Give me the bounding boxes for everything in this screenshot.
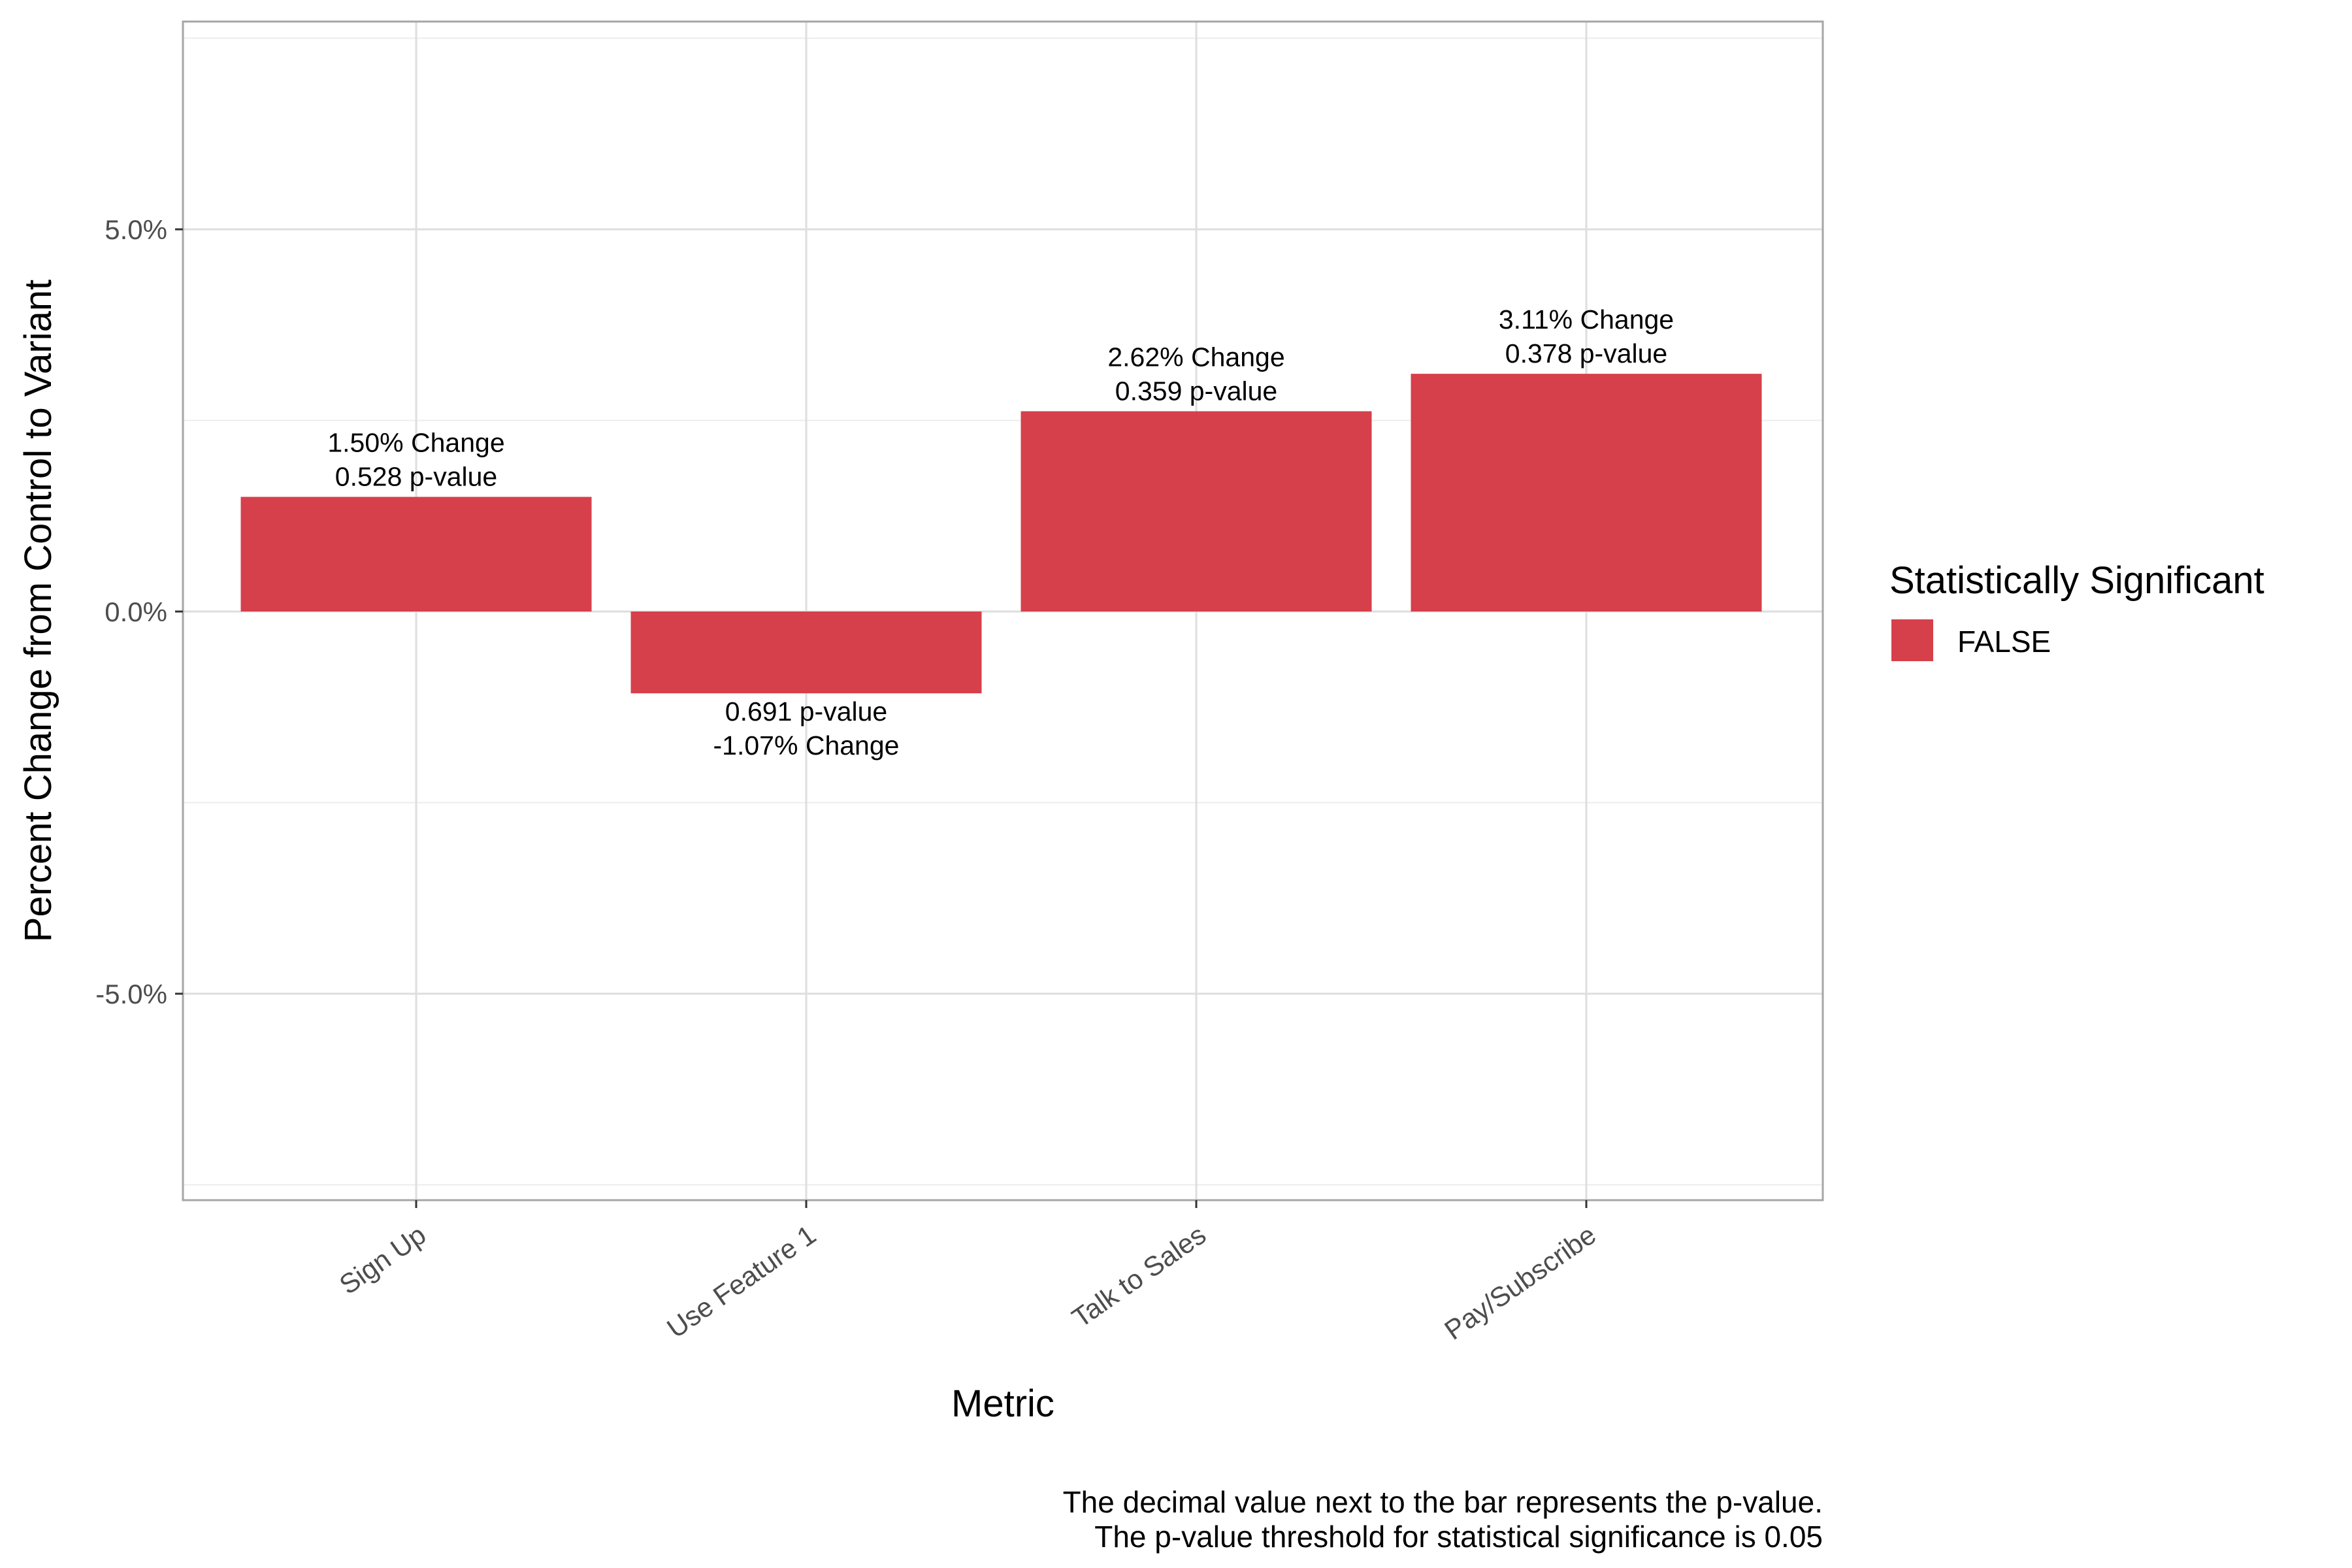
y-axis-title: Percent Change from Control to Variant bbox=[17, 280, 59, 942]
x-tick-label: Talk to Sales bbox=[1066, 1219, 1211, 1333]
x-tick-label: Use Feature 1 bbox=[661, 1219, 821, 1344]
bar-labels: 1.50% Change 0.528 p-value 0.691 p-value-1… bbox=[327, 304, 1674, 760]
legend-label: FALSE bbox=[1957, 625, 2051, 659]
y-tick-label: 0.0% bbox=[105, 596, 167, 627]
legend: Statistically Significant FALSE bbox=[1889, 559, 2264, 661]
legend-swatch bbox=[1891, 619, 1933, 661]
x-axis: Sign Up Use Feature 1 Talk to Sales Pay/Sub… bbox=[334, 1200, 1601, 1346]
bar bbox=[1021, 411, 1372, 612]
x-axis-title: Metric bbox=[951, 1382, 1054, 1425]
caption: The decimal value next to the bar repres… bbox=[1063, 1485, 1823, 1554]
bar-label-line: 0.378 p-value bbox=[1505, 338, 1667, 368]
caption-line-1: The decimal value next to the bar repres… bbox=[1063, 1485, 1823, 1519]
bar-label-line: 0.528 p-value bbox=[335, 462, 497, 492]
bar-label-line: 1.50% Change bbox=[327, 428, 504, 458]
bar-label-line: -1.07% Change bbox=[713, 730, 900, 760]
bar-label-line: 3.11% Change bbox=[1499, 304, 1674, 335]
caption-line-2: The p-value threshold for statistical si… bbox=[1094, 1520, 1823, 1554]
legend-title: Statistically Significant bbox=[1889, 559, 2264, 602]
x-tick-label: Sign Up bbox=[334, 1219, 431, 1300]
bar bbox=[240, 497, 592, 612]
bar bbox=[1411, 374, 1762, 612]
bar-label-line: 2.62% Change bbox=[1107, 342, 1284, 372]
y-axis: -5.0% 0.0% 5.0% bbox=[95, 214, 183, 1009]
x-tick-label: Pay/Subscribe bbox=[1439, 1219, 1601, 1346]
y-tick-label: -5.0% bbox=[95, 979, 167, 1009]
bar bbox=[630, 612, 982, 694]
bar-label-line: 0.359 p-value bbox=[1115, 376, 1277, 406]
bar-label-line: 0.691 p-value bbox=[725, 696, 887, 727]
bar-layer bbox=[240, 374, 1762, 694]
y-tick-label: 5.0% bbox=[105, 214, 167, 245]
